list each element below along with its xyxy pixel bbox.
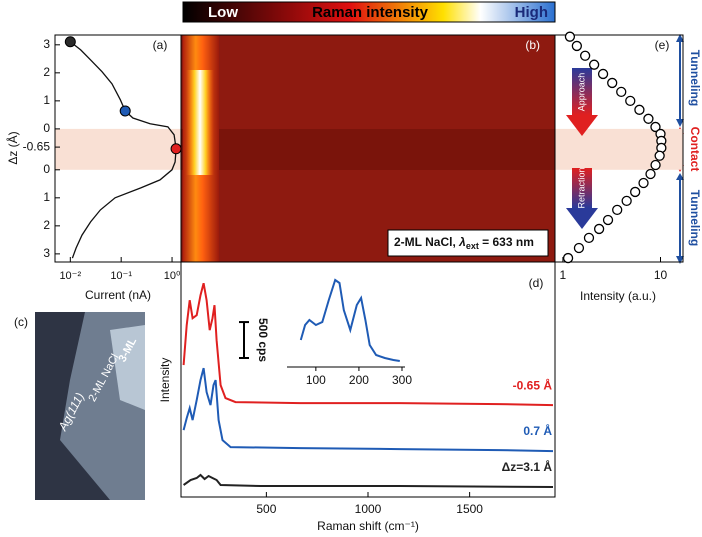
annotation: 2-ML NaCl, λext = 633 nm — [394, 235, 534, 251]
approach-arrow — [572, 68, 592, 115]
panel-e-frame — [554, 34, 684, 263]
point — [571, 40, 583, 52]
point — [579, 50, 591, 61]
annotation-part: 2-ML NaCl, — [394, 235, 459, 249]
scale-bar-label: 500 cps — [256, 318, 270, 362]
heatmap-contact-rows — [181, 129, 555, 170]
stm-terrace-3ml — [110, 325, 145, 410]
x-tick-label: 10⁻² — [59, 270, 81, 282]
y-tick-label: 1 — [43, 93, 50, 107]
spectrum — [182, 367, 554, 453]
point — [650, 159, 661, 171]
approach-arrow-head — [566, 115, 598, 136]
series-label: 0.7 Å — [523, 423, 552, 438]
x-tick-label: 10⁰ — [164, 270, 181, 282]
y-tick-label: 2 — [43, 65, 50, 79]
colorbar — [182, 1, 556, 23]
colorbar-title: Raman intensity — [312, 4, 429, 21]
current-curve — [69, 41, 177, 259]
x-axis-label: Current (nA) — [85, 288, 151, 302]
region-label: Tunneling — [688, 50, 702, 106]
x-tick-label: 10 — [654, 268, 668, 282]
point — [573, 242, 585, 254]
point — [654, 150, 665, 161]
marker — [64, 36, 76, 48]
contact-band — [55, 128, 181, 170]
spectrum — [182, 282, 554, 407]
y-axis-label: Δz (Å) — [5, 131, 20, 164]
spectrum — [183, 473, 554, 488]
heatmap-hot — [186, 70, 214, 175]
x-tick-label: 10⁻¹ — [110, 270, 132, 282]
point — [583, 232, 595, 244]
point — [616, 86, 627, 98]
region-label: Contact — [688, 127, 702, 172]
annotation-part: = 633 nm — [479, 235, 534, 249]
y-tick-label: 1 — [43, 190, 50, 204]
point — [643, 113, 654, 124]
colorbar-low: Low — [208, 4, 238, 21]
panel-label: (b) — [525, 38, 540, 52]
annotation-box — [387, 229, 549, 257]
x-tick-label: 1500 — [456, 502, 483, 516]
x-tick-label: 500 — [256, 502, 276, 516]
x-tick-label: 1000 — [355, 502, 382, 516]
region-label: Tunneling — [688, 190, 702, 246]
point — [562, 252, 574, 264]
point — [564, 31, 576, 42]
marker — [119, 105, 131, 117]
arrow-label: Retraction — [576, 167, 586, 208]
annotation-part: λ — [458, 235, 466, 249]
point — [625, 95, 636, 107]
point — [634, 104, 645, 115]
annotation-part: ext — [466, 241, 479, 251]
y-axis-label: Intensity — [158, 358, 172, 403]
inset-x-tick-label: 100 — [306, 373, 326, 387]
y-tick-label: 3 — [43, 246, 50, 260]
panel-label: (d) — [529, 276, 544, 290]
point — [638, 177, 649, 189]
point — [630, 186, 641, 198]
point — [602, 214, 614, 226]
y-tick-label: 3 — [43, 37, 50, 51]
arrow-label: Approach — [576, 73, 586, 112]
retraction-arrow-head — [566, 208, 598, 229]
point — [650, 121, 661, 133]
point — [588, 59, 600, 70]
y-tick-label: 0 — [43, 121, 50, 135]
point — [597, 68, 609, 80]
point — [612, 204, 623, 216]
retraction-arrow — [572, 168, 592, 208]
point — [607, 77, 618, 89]
series-label: Δz=3.1 Å — [502, 459, 553, 474]
series-label: -0.65 Å — [513, 377, 553, 392]
x-axis-label: Raman shift (cm⁻¹) — [317, 519, 419, 533]
panel-label: (a) — [153, 38, 168, 52]
inset-spectrum — [299, 278, 400, 362]
x-tick-label: 1 — [560, 268, 567, 282]
panel-label: (e) — [655, 38, 670, 52]
inset-x-tick-label: 200 — [349, 373, 369, 387]
point — [645, 168, 656, 180]
panel-label: (c) — [14, 315, 28, 329]
inset-x-tick-label: 300 — [392, 373, 412, 387]
y-tick-label: 2 — [43, 218, 50, 232]
point — [593, 223, 605, 235]
y-tick-label: -0.65 — [23, 139, 51, 153]
x-axis-label: Intensity (a.u.) — [580, 289, 656, 303]
marker — [170, 143, 182, 155]
y-tick-label: 0 — [43, 162, 50, 176]
point — [621, 195, 632, 207]
colorbar-high: High — [515, 4, 548, 21]
